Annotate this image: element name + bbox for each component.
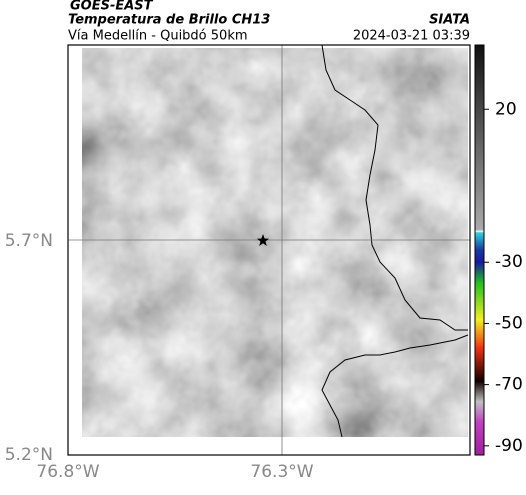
map-frame	[67, 44, 471, 456]
lon-label: 76.8°W	[36, 462, 99, 482]
lat-label: 5.7°N	[5, 231, 53, 251]
colorbar-tick-label: -90	[495, 436, 523, 456]
colorbar-tick-label: 20	[495, 99, 517, 119]
source: SIATA	[429, 13, 470, 28]
timestamp: 2024-03-21 03:39	[353, 29, 470, 44]
satellite-image	[82, 48, 468, 437]
location-marker	[257, 234, 269, 246]
lat-label: 5.2°N	[5, 445, 53, 465]
subtitle: Vía Medellín - Quibdó 50km	[68, 29, 248, 44]
title: Temperatura de Brillo CH13	[68, 13, 270, 28]
lon-label: 76.3°W	[250, 462, 313, 482]
colorbar-tick-label: -70	[495, 375, 523, 395]
colorbar-tick-label: -30	[495, 252, 523, 272]
boundary	[321, 44, 469, 438]
colorbar	[474, 44, 485, 456]
product: GOES-EAST	[70, 0, 154, 14]
colorbar-tick-label: -50	[495, 313, 523, 333]
